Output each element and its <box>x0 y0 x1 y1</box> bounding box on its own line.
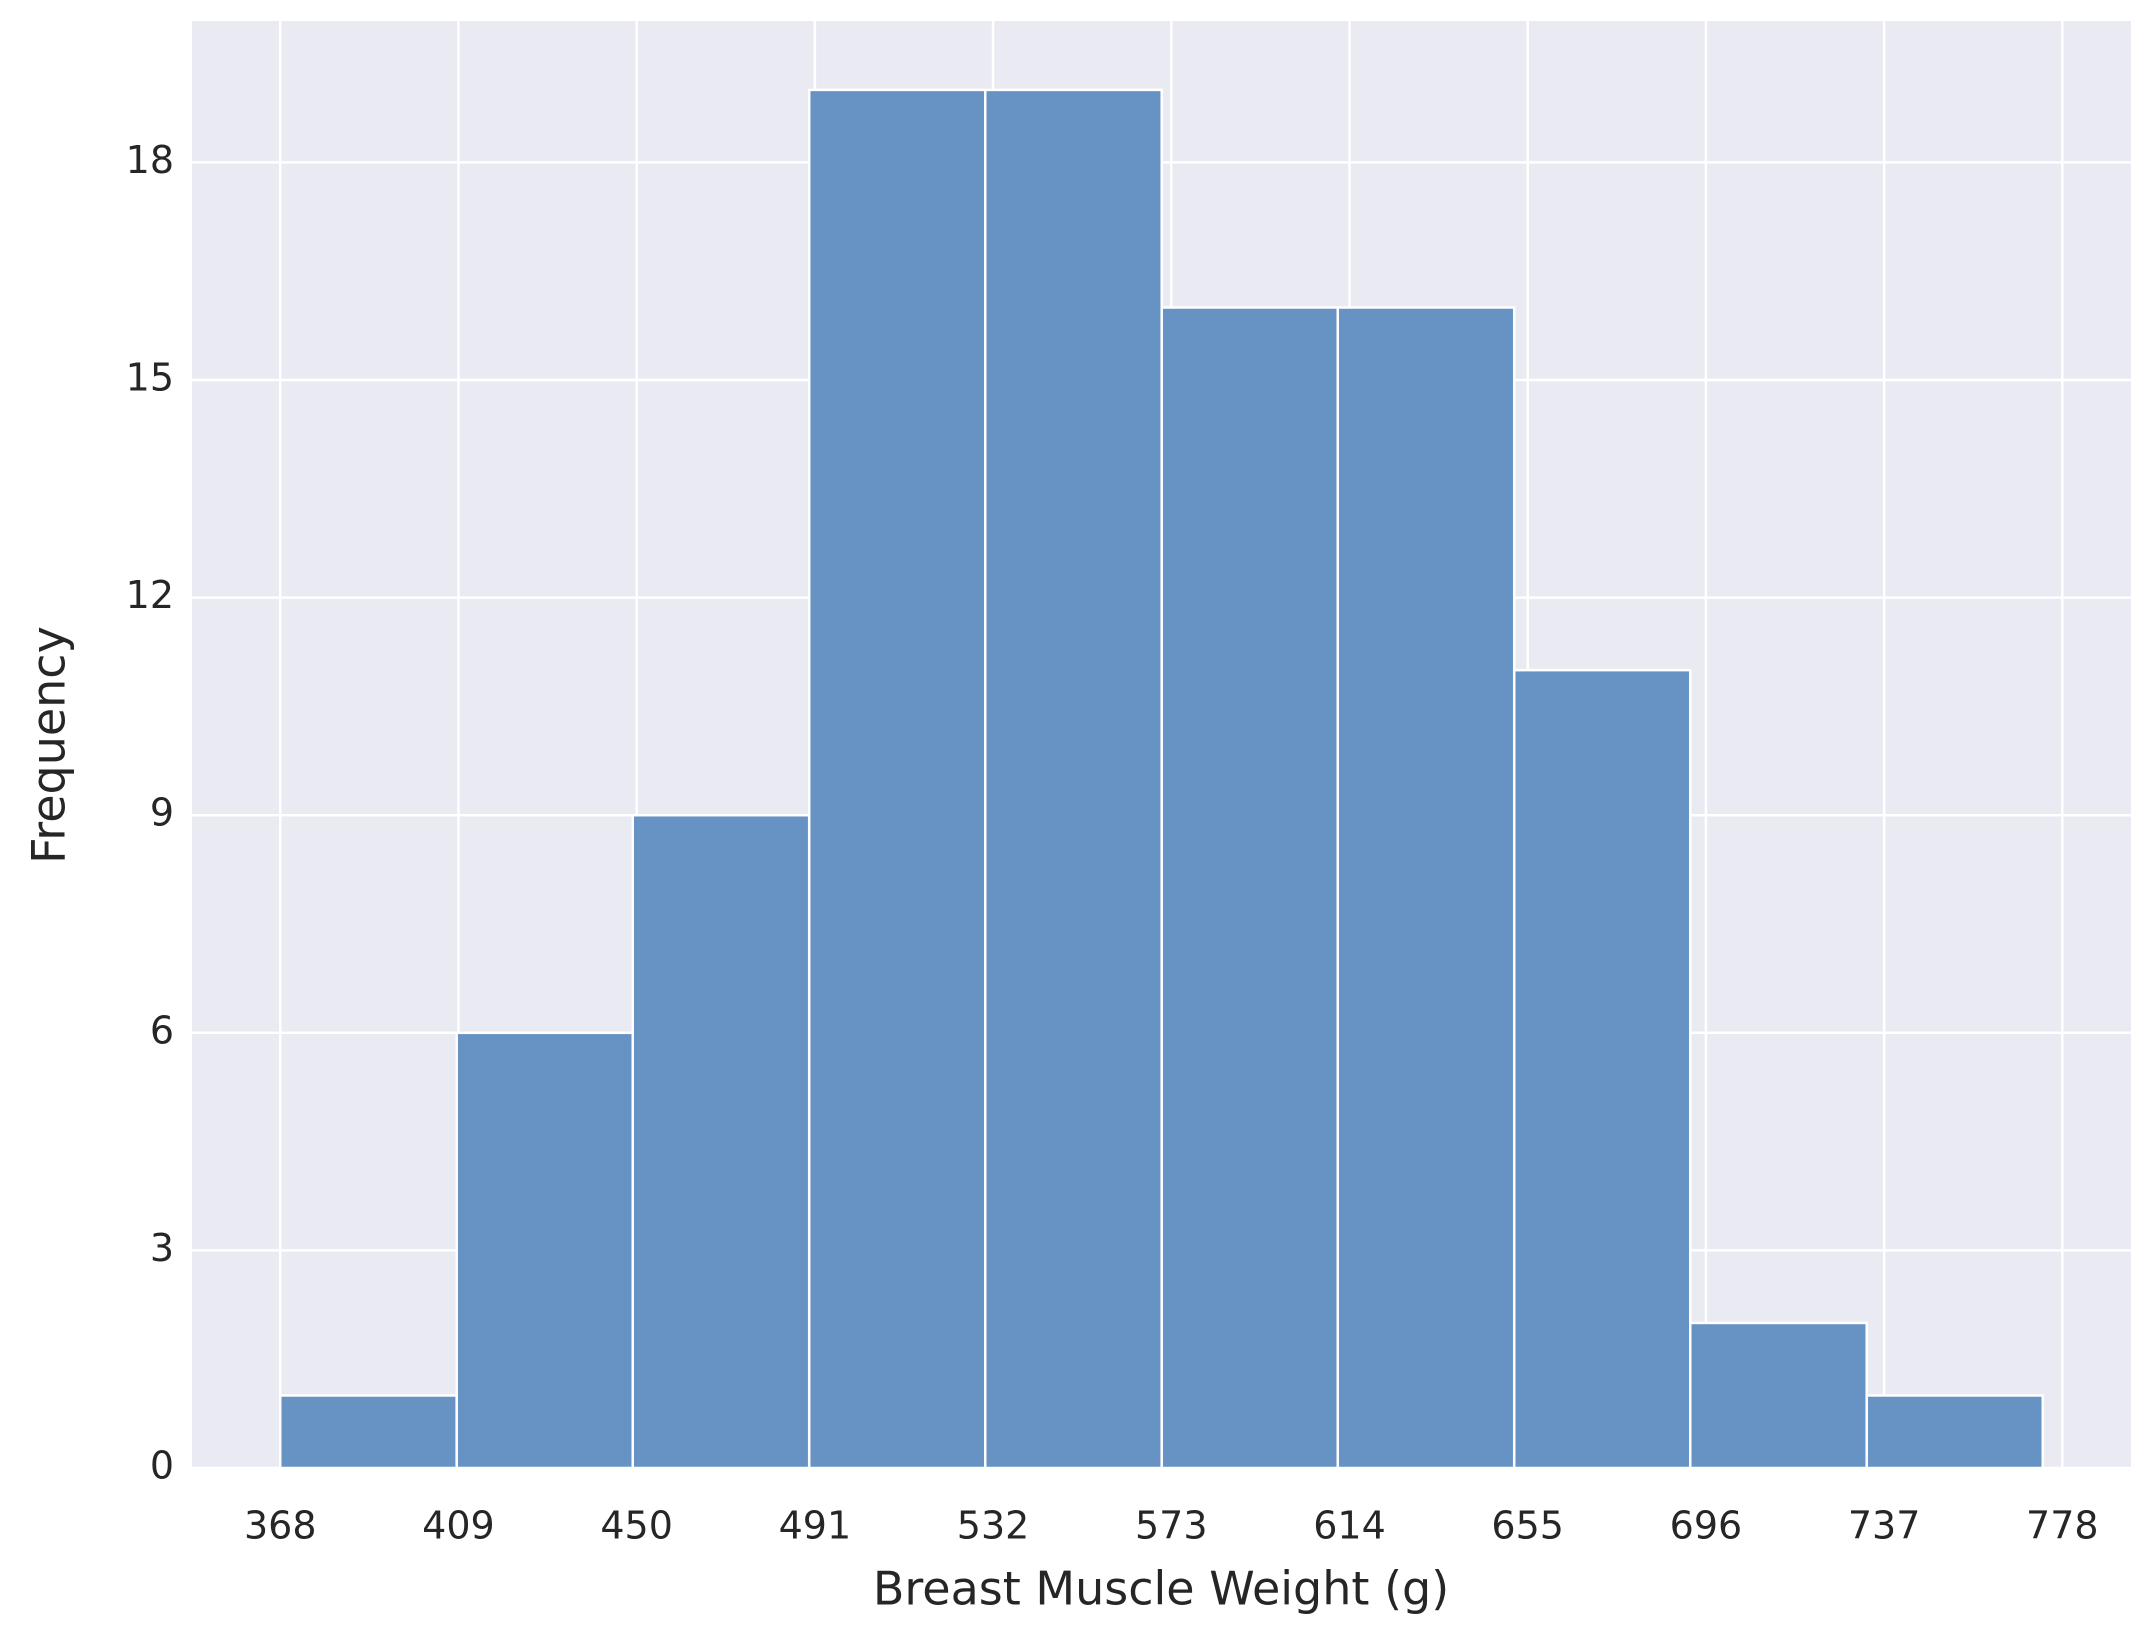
x-tick-label: 368 <box>244 1504 317 1548</box>
x-tick-label: 655 <box>1491 1504 1564 1548</box>
bar <box>1160 306 1340 1470</box>
x-axis-label: Breast Muscle Weight (g) <box>873 1562 1449 1616</box>
ticks: 0 3 6 9 12 15 18 368 409 450 491 532 573 614 655 696 737… <box>126 138 2099 1548</box>
x-tick-label: 532 <box>957 1504 1030 1548</box>
y-tick-label: 18 <box>126 138 174 182</box>
bar <box>455 1031 634 1470</box>
bar <box>807 88 987 1470</box>
bar <box>1512 668 1692 1470</box>
x-tick-label: 614 <box>1313 1504 1386 1548</box>
x-tick-label: 409 <box>422 1504 495 1548</box>
bar <box>1865 1394 2045 1470</box>
x-tick-label: 737 <box>1848 1504 1921 1548</box>
y-axis-label: Frequency <box>22 626 76 864</box>
x-tick-label: 450 <box>600 1504 673 1548</box>
y-tick-label: 9 <box>150 791 174 835</box>
y-tick-label: 0 <box>150 1444 174 1488</box>
x-tick-label: 696 <box>1670 1504 1743 1548</box>
bar <box>631 813 811 1470</box>
x-tick-label: 491 <box>779 1504 852 1548</box>
bars <box>278 88 2045 1470</box>
y-tick-label: 12 <box>126 573 174 617</box>
y-tick-label: 15 <box>126 356 174 400</box>
bar <box>983 88 1163 1470</box>
bar <box>1336 306 1516 1470</box>
y-tick-label: 6 <box>150 1008 174 1052</box>
x-tick-label: 573 <box>1135 1504 1208 1548</box>
bar <box>278 1394 458 1470</box>
bar <box>1689 1321 1868 1470</box>
x-tick-label: 778 <box>2026 1504 2099 1548</box>
y-tick-label: 3 <box>150 1226 174 1270</box>
